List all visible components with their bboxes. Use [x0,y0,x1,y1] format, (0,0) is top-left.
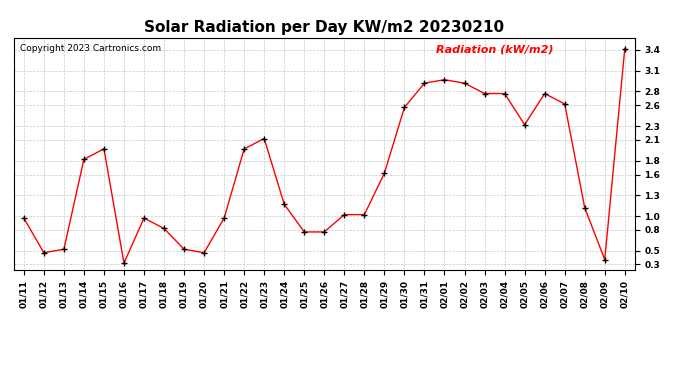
Text: Copyright 2023 Cartronics.com: Copyright 2023 Cartronics.com [20,45,161,54]
Text: Radiation (kW/m2): Radiation (kW/m2) [436,45,553,54]
Title: Solar Radiation per Day KW/m2 20230210: Solar Radiation per Day KW/m2 20230210 [144,20,504,35]
